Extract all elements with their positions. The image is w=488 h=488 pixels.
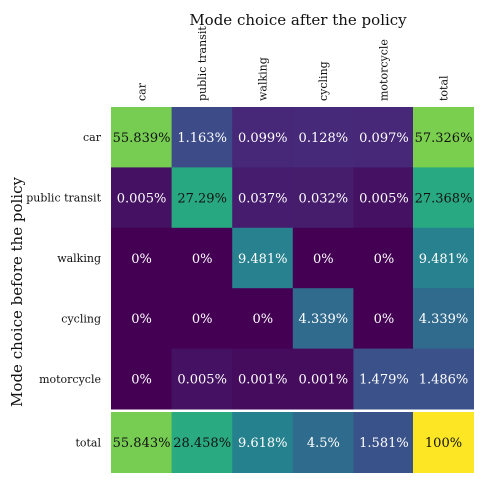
col-total-cell [353, 412, 415, 473]
heatmap-cell [232, 107, 294, 168]
heatmap-cell-label: 0% [192, 252, 213, 267]
col-total-cell-label: 1.581% [359, 436, 409, 451]
row-total-cell-label: 57.326% [415, 131, 473, 146]
heatmap-cell-label: 0.037% [238, 191, 288, 206]
heatmap-cell-label: 1.163% [177, 131, 227, 146]
col-total-cell [171, 412, 233, 473]
col-total-cell-label: 4.5% [307, 436, 340, 451]
row-total-cell [413, 288, 474, 350]
heatmap-cell [171, 107, 233, 168]
heatmap-cell [353, 227, 415, 289]
heatmap-cell [111, 288, 173, 350]
heatmap-cell-label: 0% [131, 252, 152, 267]
heatmap-cell-label: 0% [131, 373, 152, 388]
heatmap-cell [232, 288, 294, 350]
heatmap-cell [292, 348, 354, 410]
heatmap-cell-label: 0% [252, 312, 273, 327]
row-label: walking [57, 252, 101, 265]
heatmap-cell [171, 348, 233, 410]
heatmap-cell [171, 167, 233, 229]
row-total-cell-label: 27.368% [415, 191, 473, 206]
heatmap-cell-label: 0% [313, 252, 334, 267]
heatmap-cell-label: 0% [192, 312, 213, 327]
row-label: public transit [26, 192, 101, 205]
heatmap-cell [292, 227, 354, 289]
col-total-cell [111, 412, 173, 473]
heatmap-cell-label: 0% [374, 252, 395, 267]
heatmap-cell-label: 0.005% [117, 191, 167, 206]
column-label: total [438, 75, 451, 101]
row-total-cell-label: 4.339% [419, 312, 469, 327]
column-label: motorcycle [378, 39, 391, 101]
heatmap-cell [353, 167, 415, 229]
heatmap-labels: 55.839% 1.163% 0.099% 0.128% 0.097% 0.005% 27.… [26, 26, 472, 451]
col-total-cell-label: 55.843% [113, 436, 171, 451]
heatmap-cell-label: 0.001% [238, 373, 288, 388]
heatmap-cell [111, 348, 173, 410]
heatmap-cell [353, 107, 415, 168]
column-label: walking [257, 57, 270, 101]
heatmap-cell [111, 107, 173, 168]
column-label: cycling [317, 61, 330, 101]
y-axis-label: Mode choice before the policy [8, 177, 26, 407]
heatmap-cell [292, 107, 354, 168]
row-total-cell [413, 167, 474, 229]
heatmap-cell-label: 27.29% [177, 191, 227, 206]
col-total-cell-label: 28.458% [173, 436, 231, 451]
heatmap-cell [111, 227, 173, 289]
row-label: motorcycle [39, 373, 101, 386]
column-label: public transit [196, 26, 209, 101]
heatmap-cell [292, 288, 354, 350]
heatmap-cell-label: 0.099% [238, 131, 288, 146]
heatmap-cell-label: 0.128% [299, 131, 349, 146]
heatmap-cell [292, 167, 354, 229]
heatmap-cell-label: 1.479% [359, 373, 409, 388]
row-total-cell-label: 1.486% [419, 373, 469, 388]
heatmap-cell [171, 288, 233, 350]
column-label: car [135, 82, 148, 101]
heatmap-cell-label: 0.097% [359, 131, 409, 146]
heatmap-cell-label: 4.339% [299, 312, 349, 327]
row-total-cell [413, 107, 474, 168]
heatmap-cell-label: 55.839% [113, 131, 171, 146]
heatmap-cell [111, 167, 173, 229]
col-total-cell-label: 9.618% [238, 436, 288, 451]
row-total-cell [413, 348, 474, 410]
heatmap-cell-label: 0% [374, 312, 395, 327]
col-total-cell [232, 412, 294, 473]
heatmap-cell [353, 348, 415, 410]
heatmap-cell [232, 167, 294, 229]
heatmap-cell-label: 0% [131, 312, 152, 327]
row-label: total [75, 437, 101, 450]
row-total-cell-label: 9.481% [419, 252, 469, 267]
row-label: cycling [61, 312, 101, 325]
heatmap-cell-label: 0.005% [177, 373, 227, 388]
col-total-cell [292, 412, 354, 473]
heatmap-cell-label: 9.481% [238, 252, 288, 267]
row-total-cell [413, 227, 474, 289]
row-label: car [83, 131, 102, 144]
heatmap-cell [232, 227, 294, 289]
grand-total-cell [413, 412, 474, 473]
heatmap-cell-label: 0.001% [299, 373, 349, 388]
heatmap-cell-label: 0.005% [359, 191, 409, 206]
heatmap-cell [171, 227, 233, 289]
heatmap-cells [111, 107, 474, 473]
grand-total-cell-label: 100% [425, 436, 462, 451]
heatmap-cell [353, 288, 415, 350]
heatmap-cell [232, 348, 294, 410]
chart-title: Mode choice after the policy [189, 11, 407, 29]
heatmap-cell-label: 0.032% [299, 191, 349, 206]
